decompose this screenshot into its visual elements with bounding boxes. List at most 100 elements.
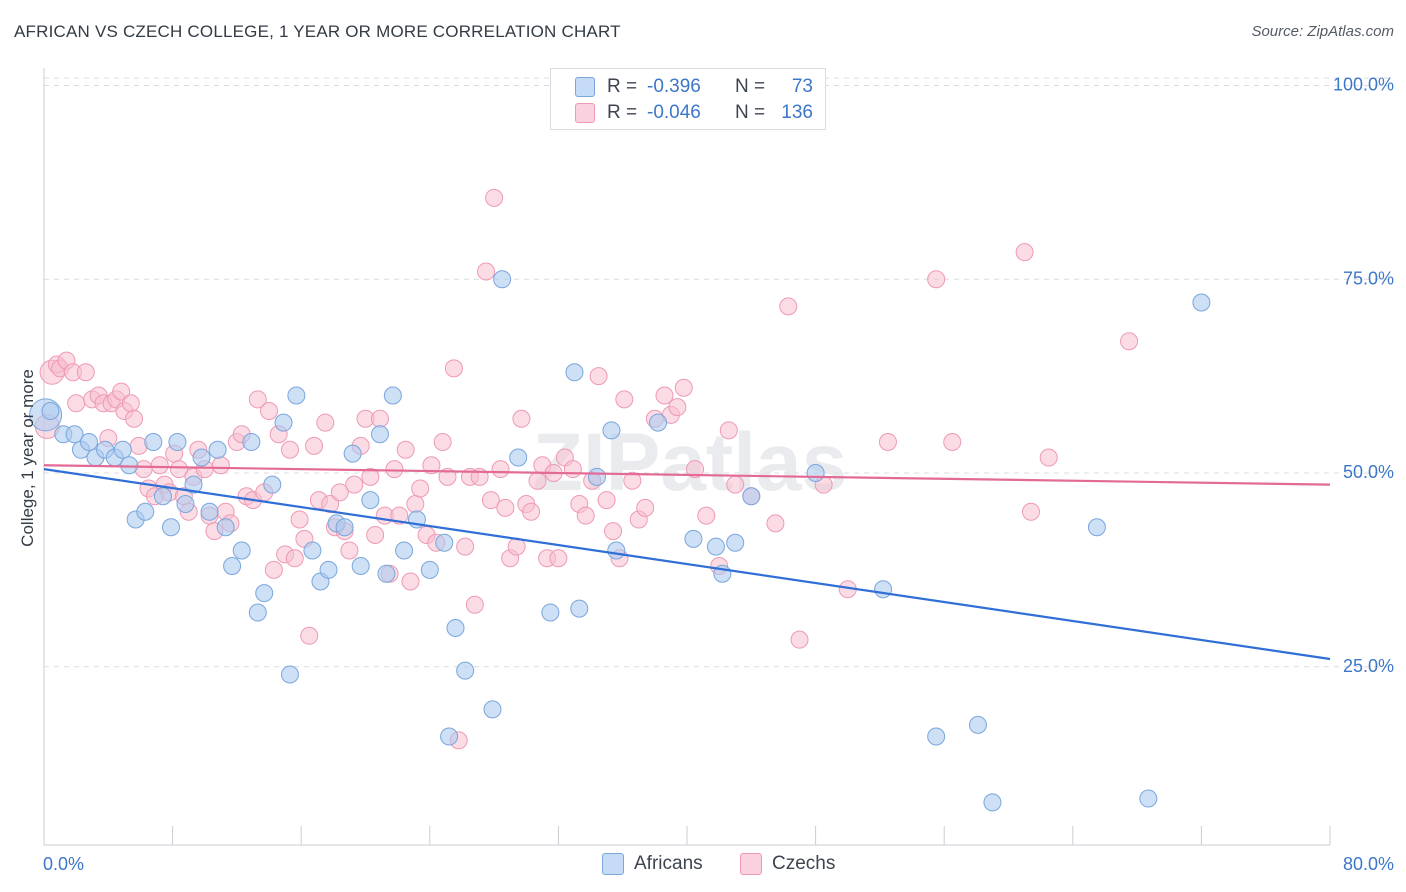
africans-point [153, 487, 172, 506]
czechs-point [563, 460, 582, 479]
r-label: R = [607, 102, 638, 123]
czechs-point [361, 467, 380, 486]
czechs-point [878, 433, 897, 451]
n-value: 73 [791, 76, 813, 97]
czechs-point [496, 498, 515, 517]
africans-series [29, 270, 1211, 812]
africans-point [113, 440, 132, 459]
africans-point [351, 557, 370, 575]
africans-point [274, 413, 293, 432]
czechs-point [674, 378, 693, 397]
czechs-point [636, 498, 655, 517]
czechs-point [1120, 332, 1139, 351]
czechs-point [726, 475, 745, 494]
africans-point [184, 475, 203, 494]
africans-point [232, 541, 251, 560]
africans-point [570, 599, 589, 618]
africans-point [136, 502, 155, 521]
czechs-point [615, 390, 634, 409]
africans-point [361, 491, 380, 510]
czechs-point [305, 436, 324, 455]
czechs-point [330, 483, 349, 502]
czechs-point [406, 495, 425, 513]
africans-point [343, 444, 362, 463]
africans-point [168, 433, 187, 451]
chart-title: AFRICAN VS CZECH COLLEGE, 1 YEAR OR MORE… [14, 22, 621, 41]
czechs-point [345, 475, 364, 494]
africans-swatch [602, 853, 624, 875]
africans-point [223, 557, 242, 575]
czechs-point [719, 421, 738, 440]
czechs-point [697, 506, 716, 525]
legend-item-czechs: Czechs [740, 852, 835, 876]
africans-point [176, 495, 195, 513]
africans-point [377, 564, 396, 583]
czechs-point [779, 297, 798, 316]
czechs-point [522, 502, 541, 521]
africans-point [280, 665, 299, 684]
africans-point [726, 533, 745, 552]
africans-point [565, 363, 584, 382]
africans-point [742, 487, 761, 506]
r-value: -0.046 [647, 102, 701, 123]
y-tick-label: 50.0% [1343, 462, 1394, 482]
africans-point [483, 700, 502, 719]
czechs-point [485, 188, 504, 207]
africans-point [1139, 789, 1158, 808]
r-label: R = [607, 76, 638, 97]
czechs-point [686, 460, 705, 479]
czechs-point [438, 467, 457, 486]
czechs-point [76, 363, 95, 382]
y-tick-label: 100.0% [1333, 75, 1394, 95]
africans-point [216, 518, 235, 537]
czechs-point [280, 440, 299, 459]
czechs-point [597, 491, 616, 510]
czechs-point [248, 390, 267, 409]
czechs-point [465, 595, 484, 614]
africans-point [192, 448, 211, 467]
czechs-point [604, 522, 623, 541]
legend-row-czechs: R = -0.046 N = 136 [575, 101, 813, 125]
czechs-point [67, 394, 86, 413]
africans-point [144, 433, 163, 451]
y-axis-label: College, 1 year or more [18, 369, 37, 547]
czechs-point [340, 541, 359, 560]
czechs-point [512, 409, 531, 428]
czechs-point [411, 479, 430, 498]
africans-point [440, 727, 459, 746]
africans-point [383, 386, 402, 405]
czechs-point [316, 413, 335, 432]
czechs-point [211, 456, 230, 475]
trend-layer [43, 464, 1331, 661]
correlation-legend: R = -0.396 N = 73 R = -0.046 N = 136 [550, 68, 826, 130]
czechs-point [491, 460, 510, 479]
africans-point [435, 533, 454, 552]
czechs-point [366, 526, 385, 544]
n-label: N = [735, 102, 766, 123]
r-value: -0.396 [647, 76, 701, 97]
source-label: Source: ZipAtlas.com [1251, 23, 1394, 40]
africans-point [1192, 293, 1211, 312]
africans-trend-line [43, 468, 1331, 661]
czechs-point [422, 456, 441, 475]
czechs-point [385, 460, 404, 479]
czechs-trend-line [43, 464, 1331, 486]
czechs-point [668, 398, 687, 417]
africans-point [927, 727, 946, 746]
africans-point [65, 425, 84, 444]
czechs-point [549, 549, 568, 568]
tick-label-layer: 25.0% 50.0% 75.0% 100.0% 0.0% 80.0% [43, 75, 1394, 875]
africans-point [509, 448, 528, 467]
y-tick-label: 75.0% [1343, 268, 1394, 288]
axis-layer [43, 68, 1331, 846]
africans-point [602, 421, 621, 440]
africans-point [120, 456, 139, 475]
africans-point [370, 425, 389, 444]
africans-point [420, 560, 439, 579]
czechs-point [576, 506, 595, 525]
africans-point [587, 467, 606, 486]
czechs-point [260, 402, 279, 420]
czechs-point [264, 560, 283, 579]
n-value: 136 [781, 102, 813, 123]
